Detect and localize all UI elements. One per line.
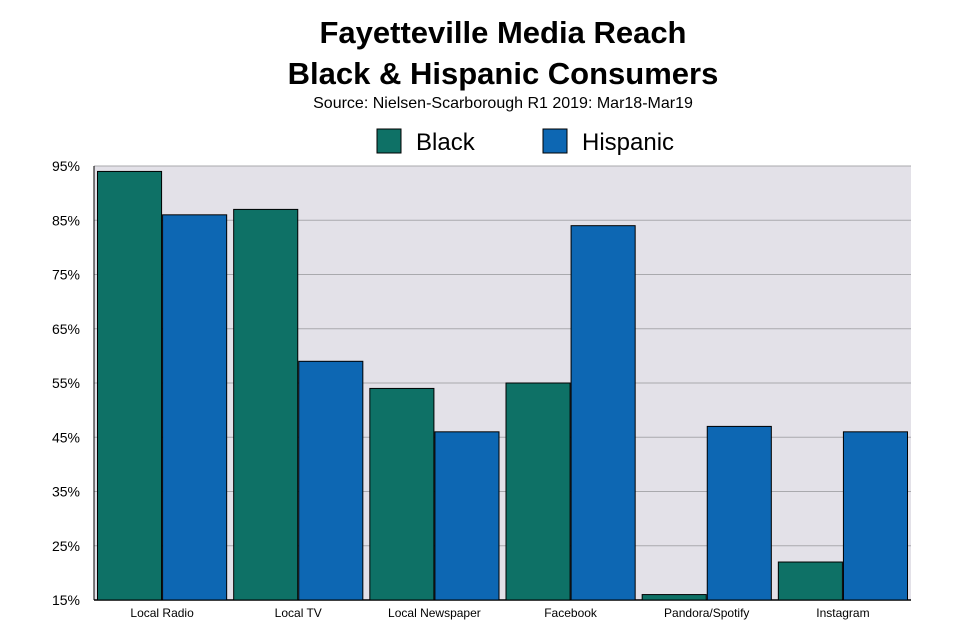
legend: Black Hispanic [376, 128, 674, 156]
y-tick-label-7: 85% [52, 212, 80, 228]
y-tick-label-4: 55% [52, 375, 80, 391]
bar-hispanic-0 [162, 214, 228, 601]
bar-hispanic-5 [842, 431, 909, 601]
legend-label-black: Black [416, 129, 476, 156]
legend-label-hispanic: Hispanic [582, 129, 674, 156]
x-tick-label-2: Local Newspaper [388, 606, 481, 620]
bar-black-4 [641, 594, 707, 601]
bar-hispanic-4 [706, 425, 772, 601]
x-tick-label-3: Facebook [544, 606, 598, 620]
y-tick-label-6: 75% [52, 267, 80, 283]
y-tick-label-0: 15% [52, 592, 80, 608]
legend-swatch-black [376, 128, 402, 154]
bar-hispanic-2 [434, 431, 500, 601]
bar-black-5 [777, 561, 843, 601]
gridlines [93, 165, 911, 601]
y-tick-label-1: 25% [52, 538, 80, 554]
x-tick-label-4: Pandora/Spotify [664, 606, 749, 620]
chart-title-line-2: Black & Hispanic Consumers [288, 56, 719, 91]
bar-black-3 [505, 382, 571, 601]
y-tick-label-3: 45% [52, 429, 80, 445]
bar-hispanic-1 [298, 360, 364, 601]
chart-title-line-1: Fayetteville Media Reach [320, 15, 687, 50]
chart-subtitle: Source: Nielsen-Scarborough R1 2019: Mar… [313, 95, 693, 112]
bar-black-1 [233, 208, 299, 601]
y-axis-ticks: 15% 25% 35% 45% 55% 65% 75% 85% 95% [52, 158, 80, 608]
bars [97, 170, 909, 601]
y-tick-label-5: 65% [52, 321, 80, 337]
bar-black-2 [369, 387, 435, 601]
x-axis-ticks: Local Radio Local TV Local Newspaper Facebo… [130, 606, 869, 620]
x-tick-label-1: Local TV [275, 606, 322, 620]
legend-swatch-hispanic [542, 128, 568, 154]
x-tick-label-0: Local Radio [130, 606, 194, 620]
y-tick-label-8: 95% [52, 158, 80, 174]
bar-black-0 [97, 170, 163, 601]
x-tick-label-5: Instagram [816, 606, 869, 620]
y-tick-label-2: 35% [52, 484, 80, 500]
bar-hispanic-3 [570, 225, 636, 601]
